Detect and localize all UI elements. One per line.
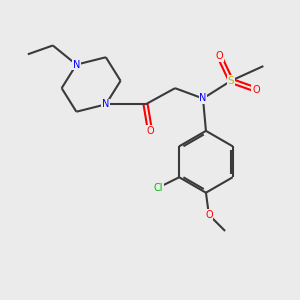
Text: N: N — [73, 60, 80, 70]
Text: Cl: Cl — [154, 182, 163, 193]
Text: S: S — [228, 76, 234, 86]
Text: N: N — [102, 99, 110, 110]
Text: O: O — [252, 85, 260, 94]
Text: O: O — [215, 51, 223, 61]
Text: O: O — [146, 126, 154, 136]
Text: N: N — [199, 94, 207, 103]
Text: O: O — [205, 210, 213, 220]
